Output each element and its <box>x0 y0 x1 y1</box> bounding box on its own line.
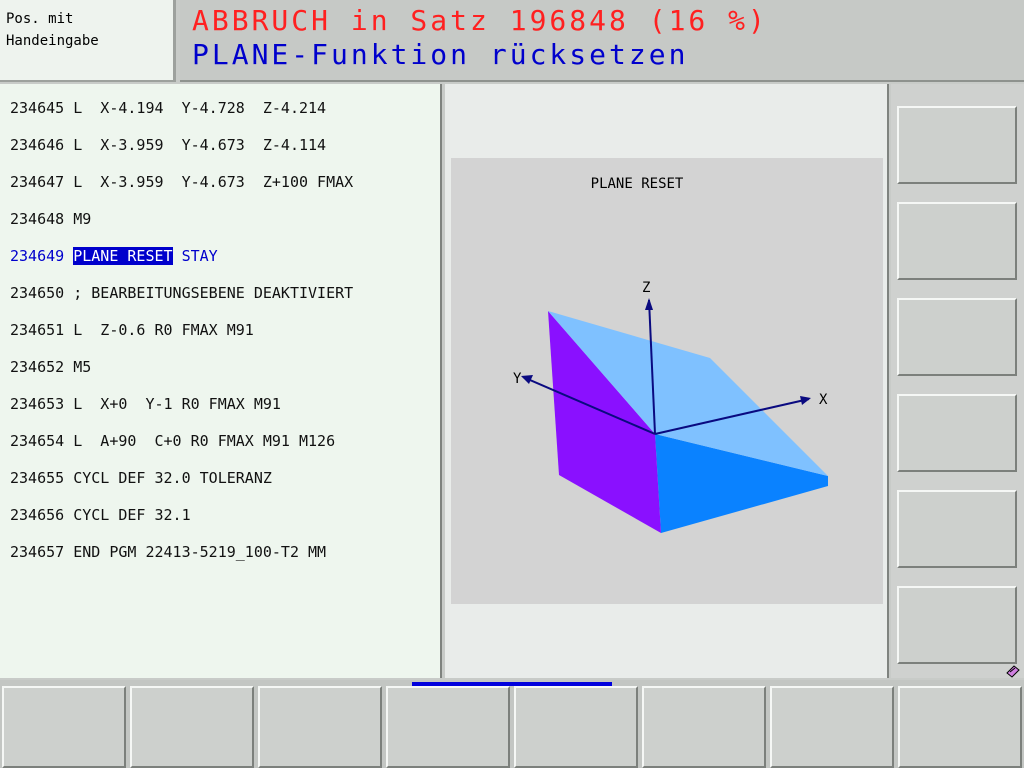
softkey-3[interactable] <box>258 686 382 768</box>
softkey-6[interactable] <box>642 686 766 768</box>
vertical-softkey-4[interactable] <box>897 394 1017 472</box>
softkey-7[interactable] <box>770 686 894 768</box>
program-line[interactable]: 234645 L X-4.194 Y-4.728 Z-4.214 <box>10 99 327 117</box>
x-axis-label: X <box>819 392 828 408</box>
softkey-4[interactable] <box>386 686 510 768</box>
vertical-softkey-bar <box>891 84 1024 678</box>
vertical-softkey-1[interactable] <box>897 106 1017 184</box>
program-line[interactable]: 234653 L X+0 Y-1 R0 FMAX M91 <box>10 395 281 413</box>
softkey-1[interactable] <box>2 686 126 768</box>
graphic-title: PLANE RESET <box>591 176 684 192</box>
softkey-8[interactable] <box>898 686 1022 768</box>
left-face <box>548 311 661 533</box>
line-number: 234649 <box>10 247 74 265</box>
program-line[interactable]: 234654 L A+90 C+0 R0 FMAX M91 M126 <box>10 432 336 450</box>
vertical-softkey-3[interactable] <box>897 298 1017 376</box>
program-line[interactable]: 234652 M5 <box>10 358 92 376</box>
mode-label-line1: Pos. mit <box>6 11 74 27</box>
softkey-page-indicator <box>412 682 612 686</box>
function-message: PLANE-Funktion rücksetzen <box>192 38 689 71</box>
x-axis <box>654 398 810 435</box>
memory-card-icon <box>1006 665 1020 678</box>
operating-mode-box: Pos. mit Handeingabe <box>0 0 176 82</box>
help-graphic-panel: PLANE RESET Z Y X <box>445 84 889 678</box>
vertical-softkey-2[interactable] <box>897 202 1017 280</box>
program-line[interactable]: 234657 END PGM 22413-5219_100-T2 MM <box>10 543 327 561</box>
plane-diagram: PLANE RESET Z Y X <box>513 176 828 533</box>
program-line[interactable]: 234651 L Z-0.6 R0 FMAX M91 <box>10 321 254 339</box>
program-line[interactable]: 234648 M9 <box>10 210 92 228</box>
vertical-softkey-5[interactable] <box>897 490 1017 568</box>
program-line[interactable]: 234650 ; BEARBEITUNGSEBENE DEAKTIVIERT <box>10 284 354 302</box>
y-arrow-icon <box>521 375 533 384</box>
abort-message: ABBRUCH in Satz 196848 (16 %) <box>192 4 768 37</box>
mode-label-line2: Handeingabe <box>6 33 99 49</box>
program-line[interactable]: 234646 L X-3.959 Y-4.673 Z-4.114 <box>10 136 327 154</box>
plane-reset-graphic: PLANE RESET Z Y X <box>451 158 883 604</box>
program-listing[interactable]: 234645 L X-4.194 Y-4.728 Z-4.214 234646 … <box>0 84 442 678</box>
y-axis <box>522 376 656 435</box>
z-axis-label: Z <box>642 280 650 296</box>
softkey-5[interactable] <box>514 686 638 768</box>
front-face <box>655 434 828 533</box>
program-line[interactable]: 234656 CYCL DEF 32.1 <box>10 506 191 524</box>
program-line[interactable]: 234655 CYCL DEF 32.0 TOLERANZ <box>10 469 272 487</box>
highlighted-command: PLANE RESET <box>73 247 173 265</box>
x-arrow-icon <box>800 396 811 405</box>
command-rest: STAY <box>172 247 218 265</box>
status-header: ABBRUCH in Satz 196848 (16 %) PLANE-Funk… <box>180 0 1024 82</box>
program-line[interactable]: 234647 L X-3.959 Y-4.673 Z+100 FMAX <box>10 173 354 191</box>
softkey-2[interactable] <box>130 686 254 768</box>
top-face <box>548 311 828 476</box>
y-axis-label: Y <box>513 371 522 387</box>
horizontal-softkey-bar <box>0 680 1024 768</box>
program-line-active[interactable]: 234649 PLANE RESET STAY <box>0 238 440 275</box>
z-arrow-icon <box>645 298 653 310</box>
z-axis <box>648 299 656 435</box>
vertical-softkey-6[interactable] <box>897 586 1017 664</box>
